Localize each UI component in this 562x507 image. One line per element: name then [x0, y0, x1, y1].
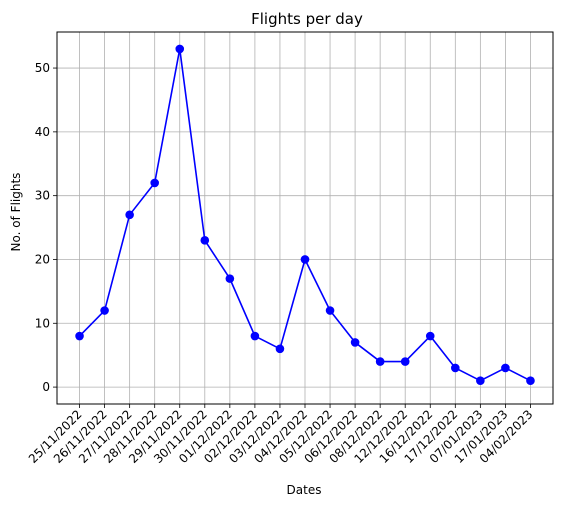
grid: [57, 32, 553, 404]
data-point: [451, 363, 460, 373]
data-point: [100, 306, 109, 315]
y-tick-label: 0: [42, 380, 50, 394]
data-point: [75, 331, 84, 341]
y-tick-label: 20: [35, 252, 50, 266]
series-layer: [75, 44, 535, 386]
data-point: [275, 344, 285, 354]
axis-ticks: 25/11/202226/11/202227/11/202228/11/2022…: [26, 61, 536, 466]
y-tick-label: 30: [35, 189, 50, 203]
data-point: [526, 376, 535, 386]
data-point: [150, 178, 159, 188]
y-tick-label: 40: [35, 125, 50, 139]
data-point: [501, 363, 510, 373]
data-point: [225, 274, 235, 283]
data-point: [125, 210, 134, 220]
data-point: [325, 306, 335, 315]
x-axis-label: Dates: [287, 483, 322, 497]
y-axis-label: No. of Flights: [9, 173, 23, 252]
y-tick-label: 10: [35, 316, 50, 330]
plot-frame: [56, 31, 554, 405]
data-point: [300, 255, 310, 264]
data-point: [350, 338, 360, 347]
data-point: [375, 357, 385, 366]
data-point: [200, 236, 210, 245]
data-point: [425, 331, 435, 341]
chart-title: Flights per day: [251, 10, 363, 28]
data-point: [400, 357, 410, 366]
data-point: [175, 44, 185, 54]
y-tick-label: 50: [35, 61, 50, 75]
data-point: [476, 376, 485, 386]
data-point: [250, 331, 260, 341]
